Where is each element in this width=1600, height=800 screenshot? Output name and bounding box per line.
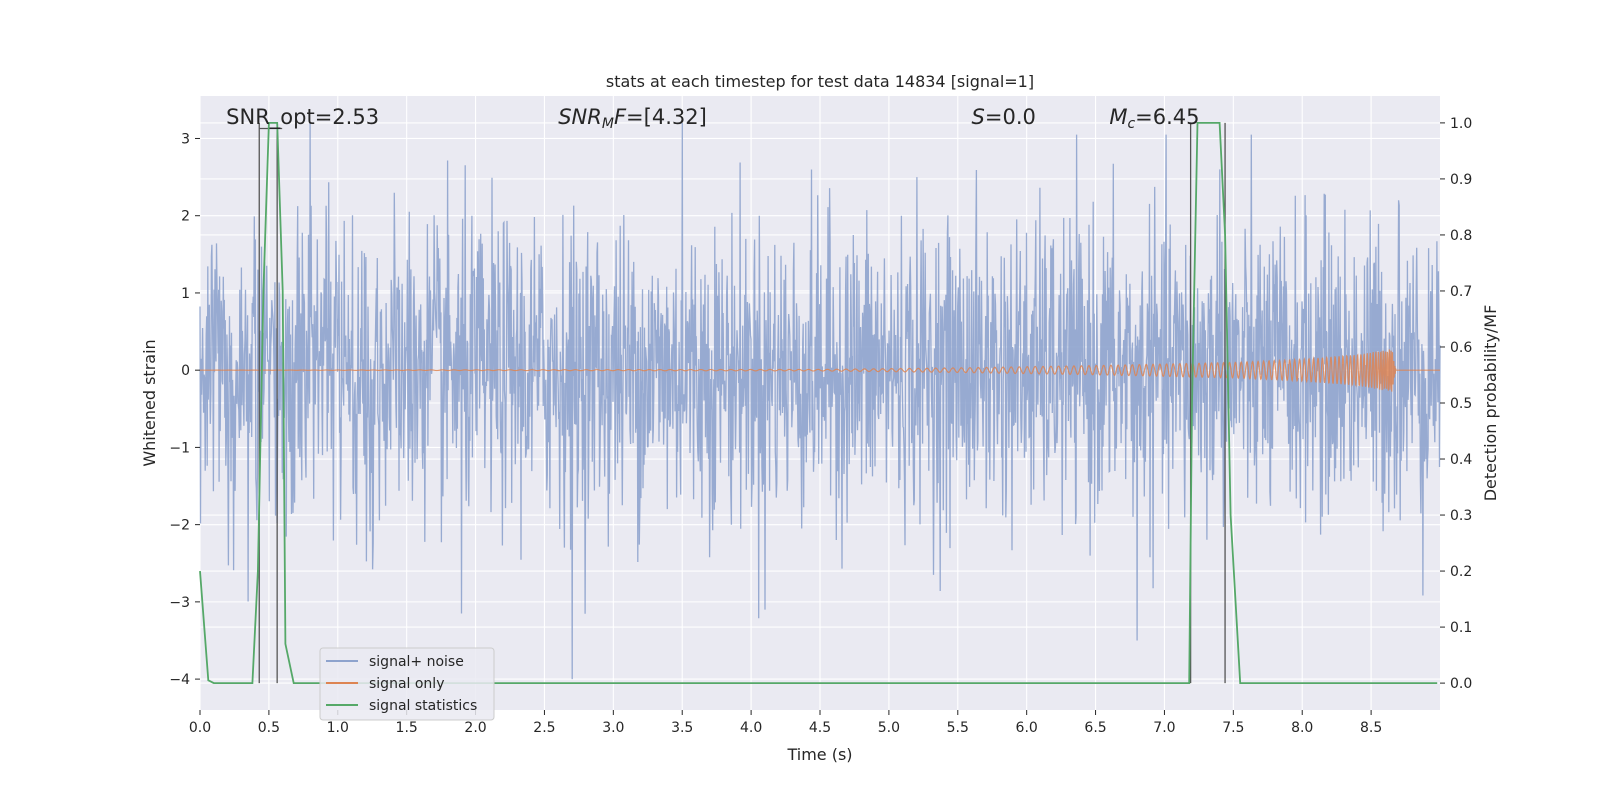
signal-only-series <box>200 349 1440 392</box>
y-tick-label: 1 <box>181 286 190 302</box>
y-tick-label: −3 <box>169 595 190 611</box>
y2-tick-label: 0.8 <box>1450 228 1472 244</box>
axes: 0.0 0.5 1.0 1.5 2.0 2.5 3.0 3.5 4.0 4.5 5.0 5.5 6.0 6… <box>169 116 1472 736</box>
annotation-1: SNRMF=[4.32] <box>558 105 707 132</box>
y2-tick-label: 1.0 <box>1450 116 1472 132</box>
y-tick-label: −2 <box>169 518 190 534</box>
x-tick-label: 6.0 <box>1016 720 1038 736</box>
legend: signal+ noise signal only signal statist… <box>319 647 495 721</box>
y-tick-label: −4 <box>169 672 190 688</box>
x-tick-label: 4.5 <box>809 720 831 736</box>
x-axis-label: Time (s) <box>786 745 852 764</box>
annotation-3: Mc=6.45 <box>1109 105 1199 132</box>
x-tick-label: 2.5 <box>533 720 555 736</box>
y2-tick-label: 0.6 <box>1450 340 1472 356</box>
annotation-2: S=0.0 <box>972 105 1036 129</box>
x-tick-label: 3.5 <box>671 720 693 736</box>
signal-noise-series <box>199 122 1441 680</box>
x-tick-label: 1.5 <box>396 720 418 736</box>
x-tick-label: 5.0 <box>878 720 900 736</box>
y2-tick-label: 0.9 <box>1450 172 1472 188</box>
x-tick-label: 0.0 <box>189 720 211 736</box>
x-tick-label: 2.0 <box>464 720 486 736</box>
x-tick-label: 5.5 <box>947 720 969 736</box>
series-line-signal-noise <box>199 122 1441 680</box>
series-line-signal-statistics <box>199 122 1438 684</box>
x-tick-label: 4.0 <box>740 720 762 736</box>
legend-frame <box>319 647 495 721</box>
y-axis-label: Whitened strain <box>140 339 159 466</box>
x-tick-label: 3.0 <box>602 720 624 736</box>
y-tick-label: 2 <box>181 209 190 225</box>
x-tick-label: 7.0 <box>1153 720 1175 736</box>
x-tick-label: 7.5 <box>1222 720 1244 736</box>
x-tick-label: 1.0 <box>327 720 349 736</box>
annotation-0: SNR_opt=2.53 <box>226 105 379 130</box>
legend-label-signal: signal only <box>369 676 444 692</box>
x-tick-label: 8.5 <box>1360 720 1382 736</box>
y2-tick-label: 0.0 <box>1450 676 1472 692</box>
y-tick-label: −1 <box>169 440 190 456</box>
annotations: SNR_opt=2.53 SNRMF=[4.32] S=0.0 Mc=6.45 <box>226 105 1199 132</box>
y-tick-label: 3 <box>181 131 190 147</box>
y2-tick-label: 0.1 <box>1450 620 1472 636</box>
series-line-signal-only <box>200 349 1440 392</box>
y-axis-right-label: Detection probability/MF <box>1481 305 1500 502</box>
chart-title: stats at each timestep for test data 148… <box>606 72 1034 91</box>
legend-label-stats: signal statistics <box>369 698 477 714</box>
y2-tick-label: 0.7 <box>1450 284 1472 300</box>
legend-label-noise: signal+ noise <box>369 654 464 670</box>
x-tick-label: 0.5 <box>258 720 280 736</box>
x-tick-label: 8.0 <box>1291 720 1313 736</box>
x-tick-label: 6.5 <box>1084 720 1106 736</box>
signal-statistics-series <box>199 122 1438 684</box>
y-tick-label: 0 <box>181 363 190 379</box>
y2-tick-label: 0.3 <box>1450 508 1472 524</box>
y2-tick-label: 0.2 <box>1450 564 1472 580</box>
y2-tick-label: 0.4 <box>1450 452 1472 468</box>
y2-tick-label: 0.5 <box>1450 396 1472 412</box>
